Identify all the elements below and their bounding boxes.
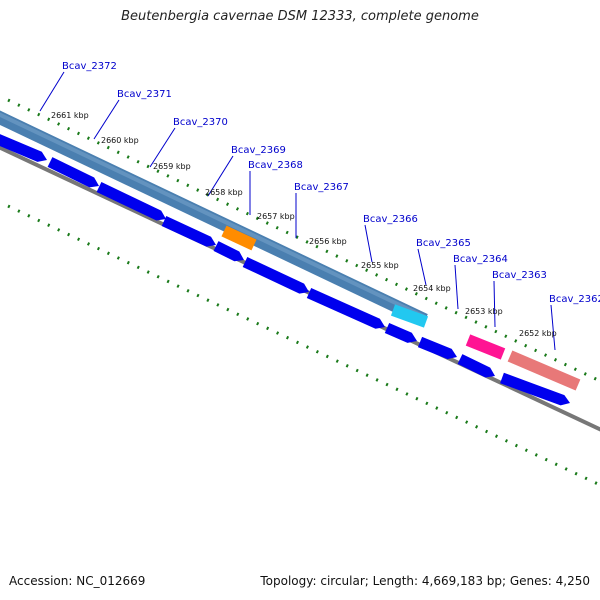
kbp-tick-label: 2655 kbp [361, 261, 399, 270]
gene-label[interactable]: Bcav_2368 [248, 160, 303, 171]
gene-label[interactable]: Bcav_2364 [453, 254, 508, 265]
gene-leader-line [364, 224, 373, 263]
gene-leader-line [454, 264, 459, 310]
kbp-tick-label: 2656 kbp [309, 237, 347, 246]
kbp-tick-label: 2653 kbp [465, 307, 503, 316]
genome-summary-text: Topology: circular; Length: 4,669,183 bp… [260, 574, 590, 588]
gene-arrow [384, 323, 417, 343]
gene-label[interactable]: Bcav_2369 [231, 145, 286, 156]
gene-arrow [500, 372, 570, 406]
gene-leader-line [93, 99, 120, 140]
gene-label[interactable]: Bcav_2367 [294, 182, 349, 193]
salmon-gene-block [507, 350, 581, 391]
kbp-tick-label: 2660 kbp [101, 136, 139, 145]
gene-arrow [457, 354, 495, 378]
gene-leader-line [417, 248, 427, 286]
gene-label[interactable]: Bcav_2372 [62, 61, 117, 72]
gene-arrow-track [0, 134, 570, 406]
cds-band [0, 110, 428, 326]
gene-label[interactable]: Bcav_2362 [549, 294, 600, 305]
orange-gene-block [221, 225, 257, 251]
kbp-tick-label: 2652 kbp [519, 329, 557, 338]
gene-arrow [306, 288, 385, 329]
gene-arrow [47, 157, 99, 188]
cyan-gene-block [390, 304, 429, 328]
gene-label-layer: Bcav_2372 Bcav_2371 Bcav_2370 Bcav_2369 Bcav… [39, 61, 600, 351]
gene-label[interactable]: Bcav_2365 [416, 238, 471, 249]
gene-label[interactable]: Bcav_2366 [363, 214, 418, 225]
gene-label[interactable]: Bcav_2371 [117, 89, 172, 100]
outer-tick-row [7, 98, 599, 382]
gene-arrow [0, 134, 47, 162]
gene-arrow [417, 336, 457, 360]
gene-arrow [161, 216, 216, 247]
gene-leader-line [149, 127, 176, 168]
kbp-tick-label: 2654 kbp [413, 284, 451, 293]
kbp-tick-label: 2658 kbp [205, 188, 243, 197]
kbp-tick-label: 2657 kbp [257, 212, 295, 221]
gene-leader-line [493, 280, 496, 328]
kbp-tick-label: 2661 kbp [51, 111, 89, 120]
gene-leader-line [39, 71, 65, 112]
gene-arrow [213, 241, 244, 262]
kbp-label-layer: 2661 kbp 2660 kbp 2659 kbp 2658 kbp 2657 kbp… [51, 111, 557, 338]
gene-arrow [242, 257, 309, 294]
gene-leader-line [550, 304, 556, 351]
gene-leader-line [207, 155, 234, 197]
gene-label[interactable]: Bcav_2370 [173, 117, 228, 128]
magenta-gene-block [465, 334, 506, 360]
kbp-tick-label: 2659 kbp [153, 162, 191, 171]
map-title: Beutenbergia cavernae DSM 12333, complet… [121, 9, 479, 24]
accession-text: Accession: NC_012669 [9, 574, 146, 588]
cds-band-highlight [0, 112, 426, 319]
gene-arrow [96, 182, 166, 221]
gene-label[interactable]: Bcav_2363 [492, 270, 547, 281]
inner-tick-row [7, 204, 599, 486]
